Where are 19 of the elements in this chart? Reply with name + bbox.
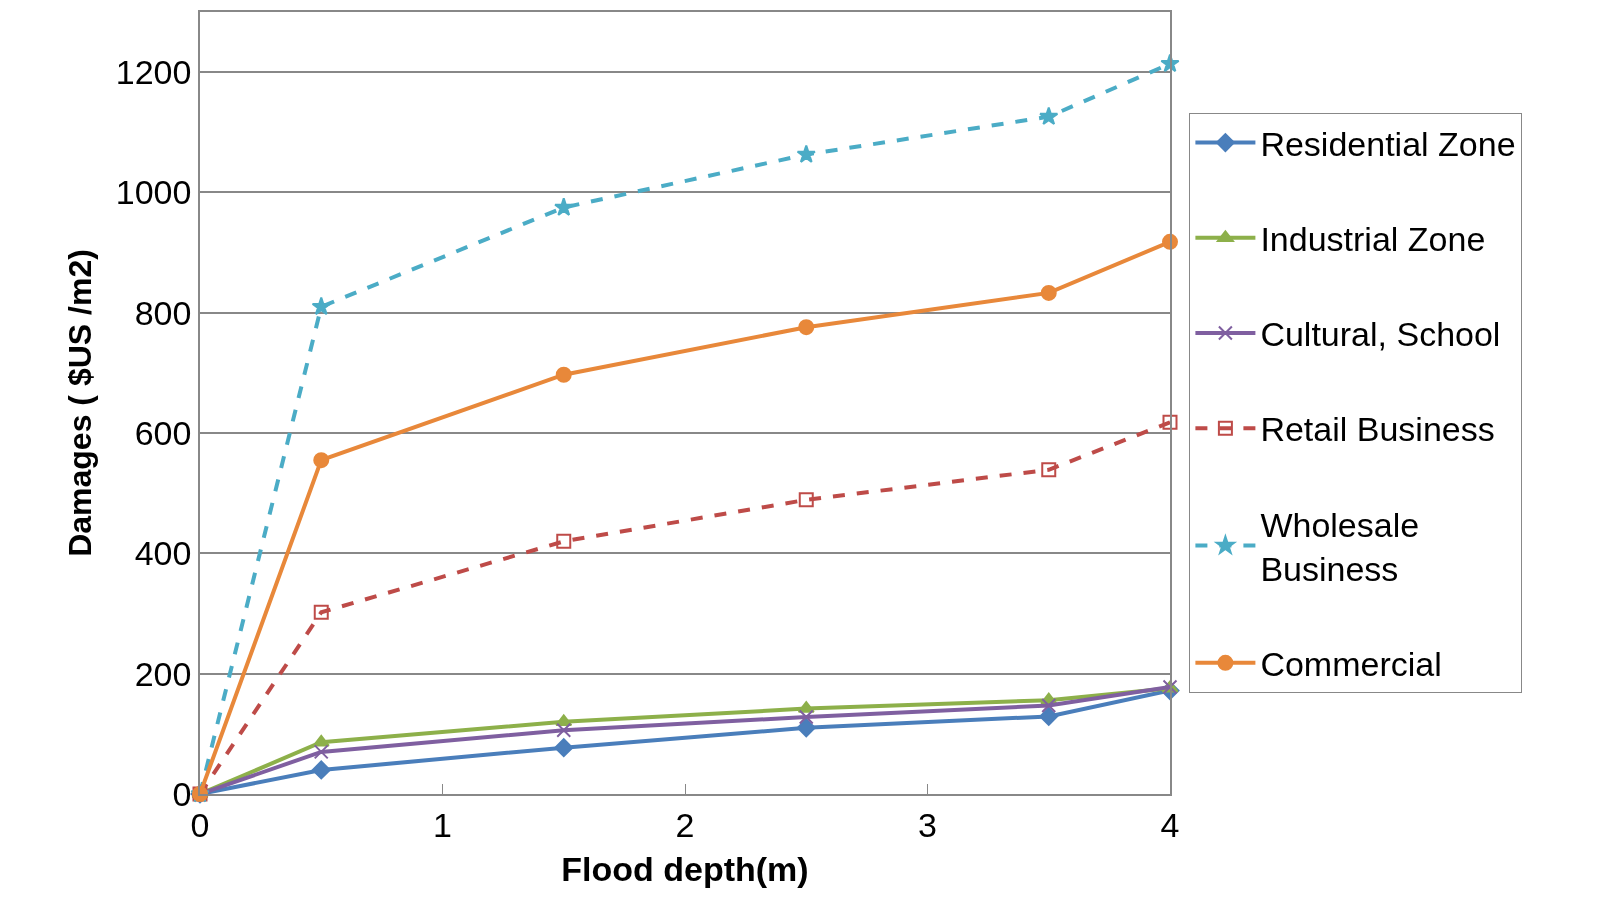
y-tick-label: 800 [134,293,192,332]
legend-label: Commercial [1260,645,1442,684]
x-tick-label: 2 [675,805,695,844]
y-tick-label: 1200 [115,53,192,92]
legend-label: Industrial Zone [1260,220,1486,259]
y-tick-label: 200 [134,654,192,693]
y-tick-label: 1000 [115,173,192,212]
y-axis-title: Damages ( $US /m2) [61,249,98,557]
legend-label: Residential Zone [1260,124,1516,163]
legend-label: Cultural, School [1260,315,1501,354]
x-tick-label: 3 [918,805,937,844]
y-tick-label: 0 [172,774,192,813]
x-tick-label: 4 [1160,805,1180,844]
y-tick-label: 400 [134,534,192,573]
x-tick-label: 1 [433,805,452,844]
y-tick-label: 600 [134,413,192,452]
x-axis-title: Flood depth(m) [561,850,809,889]
legend-label: Wholesale Business [1260,505,1420,588]
legend-label: Retail Business [1260,410,1495,449]
